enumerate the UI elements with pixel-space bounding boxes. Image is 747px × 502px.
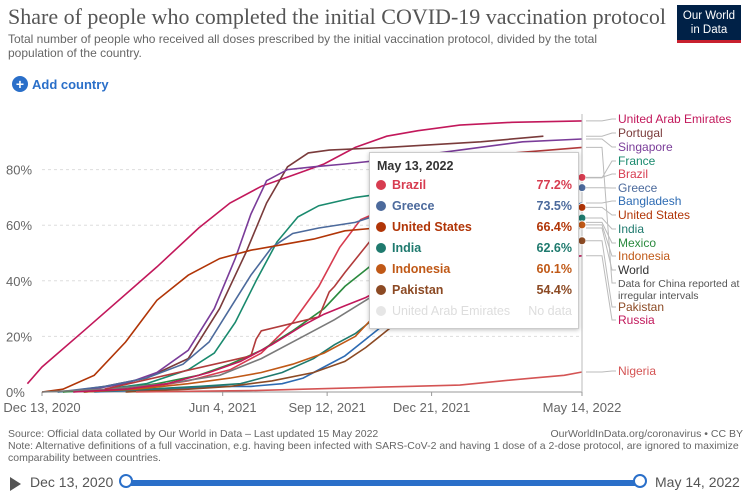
- add-country-button[interactable]: + Add country: [12, 76, 109, 92]
- y-tick-label: 0%: [6, 385, 25, 400]
- hover-marker-pakistan: [577, 236, 587, 246]
- tooltip-dot: [376, 306, 386, 316]
- legend-label-greece[interactable]: Greece: [618, 181, 658, 195]
- y-tick-label: 80%: [6, 163, 32, 178]
- tooltip-dot: [376, 285, 386, 295]
- hover-marker-greece: [577, 183, 587, 193]
- tooltip-value: 60.1%: [536, 262, 572, 276]
- tooltip-row: Indonesia 60.1%: [376, 261, 572, 279]
- source-text: Source: Official data collated by Our Wo…: [8, 428, 379, 440]
- series-line-united-arab-emirates[interactable]: [26, 120, 583, 385]
- timeline-end-label: May 14, 2022: [655, 474, 740, 490]
- legend-connector: [586, 160, 616, 179]
- y-tick-label: 60%: [6, 218, 32, 233]
- legend-label-pakistan[interactable]: Pakistan: [618, 300, 664, 314]
- chart-subtitle: Total number of people who received all …: [8, 32, 598, 60]
- legend-connector: [586, 370, 616, 373]
- note-text: Note: Alternative definitions of a full …: [8, 440, 739, 464]
- legend-label-france[interactable]: France: [618, 154, 656, 168]
- legend-label-nigeria[interactable]: Nigeria: [618, 364, 656, 378]
- timeline-start-handle[interactable]: [119, 474, 133, 488]
- chart-title: Share of people who completed the initia…: [8, 4, 666, 29]
- logo-line-2: in Data: [690, 24, 728, 36]
- timeline-end-handle[interactable]: [633, 474, 647, 488]
- legend-connector: [586, 240, 616, 308]
- legend-label-china[interactable]: Data for China reported at irregular inte…: [618, 278, 739, 302]
- legend-label-singapore[interactable]: Singapore: [618, 140, 673, 154]
- tooltip-country: Indonesia: [392, 262, 451, 276]
- legend-connector: [586, 173, 616, 178]
- line-chart[interactable]: 0% 20% 40% 60% 80% Dec 13, 2020 Jun 4, 2021 Sep…: [0, 100, 747, 420]
- tooltip-country: Greece: [392, 199, 435, 213]
- plus-circle-icon: +: [12, 76, 28, 92]
- tooltip-country: Pakistan: [392, 283, 444, 297]
- tooltip-row: Greece 73.5%: [376, 198, 572, 216]
- chart-footer: Source: Official data collated by Our Wo…: [8, 428, 743, 464]
- legend-label-brazil[interactable]: Brazil: [618, 167, 648, 181]
- legend-connector: [586, 221, 616, 244]
- tooltip-row: Brazil 77.2%: [376, 177, 572, 195]
- tooltip-row: United States 66.4%: [376, 219, 572, 237]
- legend-connector: [586, 224, 616, 257]
- x-tick-label: Dec 13, 2020: [3, 400, 80, 415]
- hover-tooltip: May 13, 2022 Brazil 77.2% Greece 73.5% Unite…: [369, 152, 579, 329]
- legend-label-world[interactable]: World: [618, 263, 649, 277]
- tooltip-dot: [376, 180, 386, 190]
- legend-label-indonesia[interactable]: Indonesia: [618, 249, 670, 263]
- tooltip-dot: [376, 222, 386, 232]
- x-tick-label: May 14, 2022: [543, 400, 622, 415]
- tooltip-dot: [376, 201, 386, 211]
- tooltip-dot: [376, 243, 386, 253]
- legend-connector: [586, 118, 616, 122]
- legend-label-mexico[interactable]: Mexico: [618, 236, 656, 250]
- logo-line-1: Our World: [682, 10, 736, 22]
- legend-connector: [586, 200, 616, 204]
- legend-connector: [586, 138, 616, 148]
- legend-connector: [586, 227, 616, 271]
- timeline-track[interactable]: [126, 480, 640, 486]
- timeline[interactable]: Dec 13, 2020 May 14, 2022: [0, 470, 747, 498]
- legend-label-portugal[interactable]: Portugal: [618, 126, 663, 140]
- tooltip-value: 73.5%: [536, 199, 572, 213]
- hover-marker-indonesia: [577, 220, 587, 230]
- tooltip-row: Pakistan 54.4%: [376, 282, 572, 300]
- tooltip-value: 66.4%: [536, 220, 572, 234]
- tooltip-country: United Arab Emirates: [392, 304, 511, 318]
- legend-connector: [586, 206, 616, 216]
- hover-marker-united-states: [577, 202, 587, 212]
- legend-label-bangladesh[interactable]: Bangladesh: [618, 194, 681, 208]
- tooltip-row: India 62.6%: [376, 240, 572, 258]
- legend-connector: [586, 217, 616, 230]
- tooltip-value: 62.6%: [536, 241, 572, 255]
- tooltip-value: 77.2%: [536, 178, 572, 192]
- tooltip-date: May 13, 2022: [377, 159, 454, 173]
- legend-label-united-arab-emirates[interactable]: United Arab Emirates: [618, 112, 731, 126]
- series-line-nigeria[interactable]: [135, 371, 583, 393]
- tooltip-dot: [376, 264, 386, 274]
- play-icon[interactable]: [10, 477, 21, 491]
- legend-label-united-states[interactable]: United States: [618, 208, 690, 222]
- tooltip-row: United Arab Emirates No data: [376, 303, 572, 321]
- hover-marker-brazil: [577, 172, 587, 182]
- legend-connector: [586, 255, 616, 321]
- legend-label-russia[interactable]: Russia: [618, 313, 655, 327]
- owid-logo[interactable]: Our World in Data: [677, 5, 741, 43]
- legend-label-india[interactable]: India: [618, 222, 644, 236]
- x-tick-label: Jun 4, 2021: [189, 400, 257, 415]
- x-tick-label: Dec 21, 2021: [393, 400, 470, 415]
- legend-connector: [586, 132, 616, 137]
- tooltip-country: Brazil: [392, 178, 427, 192]
- tooltip-country: United States: [392, 220, 472, 234]
- legend-connector: [586, 146, 616, 284]
- timeline-start-label: Dec 13, 2020: [30, 474, 114, 490]
- tooltip-value: No data: [528, 304, 572, 318]
- y-tick-label: 20%: [6, 329, 32, 344]
- x-tick-label: Sep 12, 2021: [288, 400, 365, 415]
- tooltip-value: 54.4%: [536, 283, 572, 297]
- y-tick-label: 40%: [6, 274, 32, 289]
- add-country-label: Add country: [32, 76, 109, 92]
- tooltip-country: India: [392, 241, 422, 255]
- source-url[interactable]: OurWorldInData.org/coronavirus • CC BY: [550, 428, 743, 440]
